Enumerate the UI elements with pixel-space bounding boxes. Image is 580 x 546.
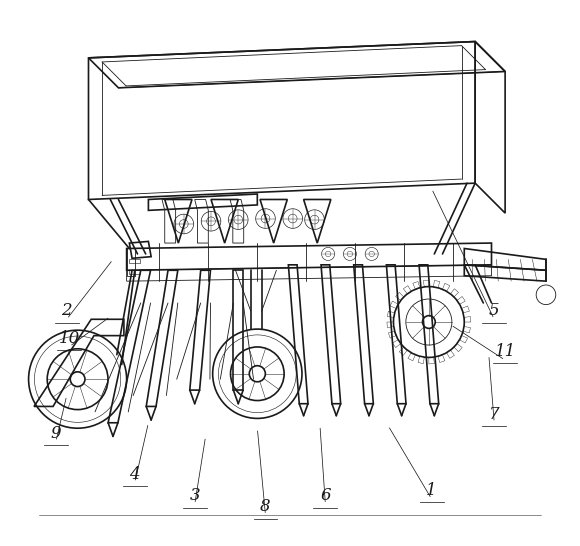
Text: 11: 11 — [495, 343, 516, 360]
Text: 9: 9 — [50, 425, 61, 442]
Text: 2: 2 — [61, 302, 72, 319]
Text: 6: 6 — [320, 488, 331, 505]
Text: 7: 7 — [489, 406, 499, 423]
Text: 5: 5 — [489, 302, 499, 319]
Text: 3: 3 — [190, 488, 200, 505]
Text: 8: 8 — [260, 498, 271, 515]
Text: 4: 4 — [129, 466, 140, 483]
Text: 1: 1 — [426, 482, 437, 499]
Text: 10: 10 — [59, 330, 80, 347]
